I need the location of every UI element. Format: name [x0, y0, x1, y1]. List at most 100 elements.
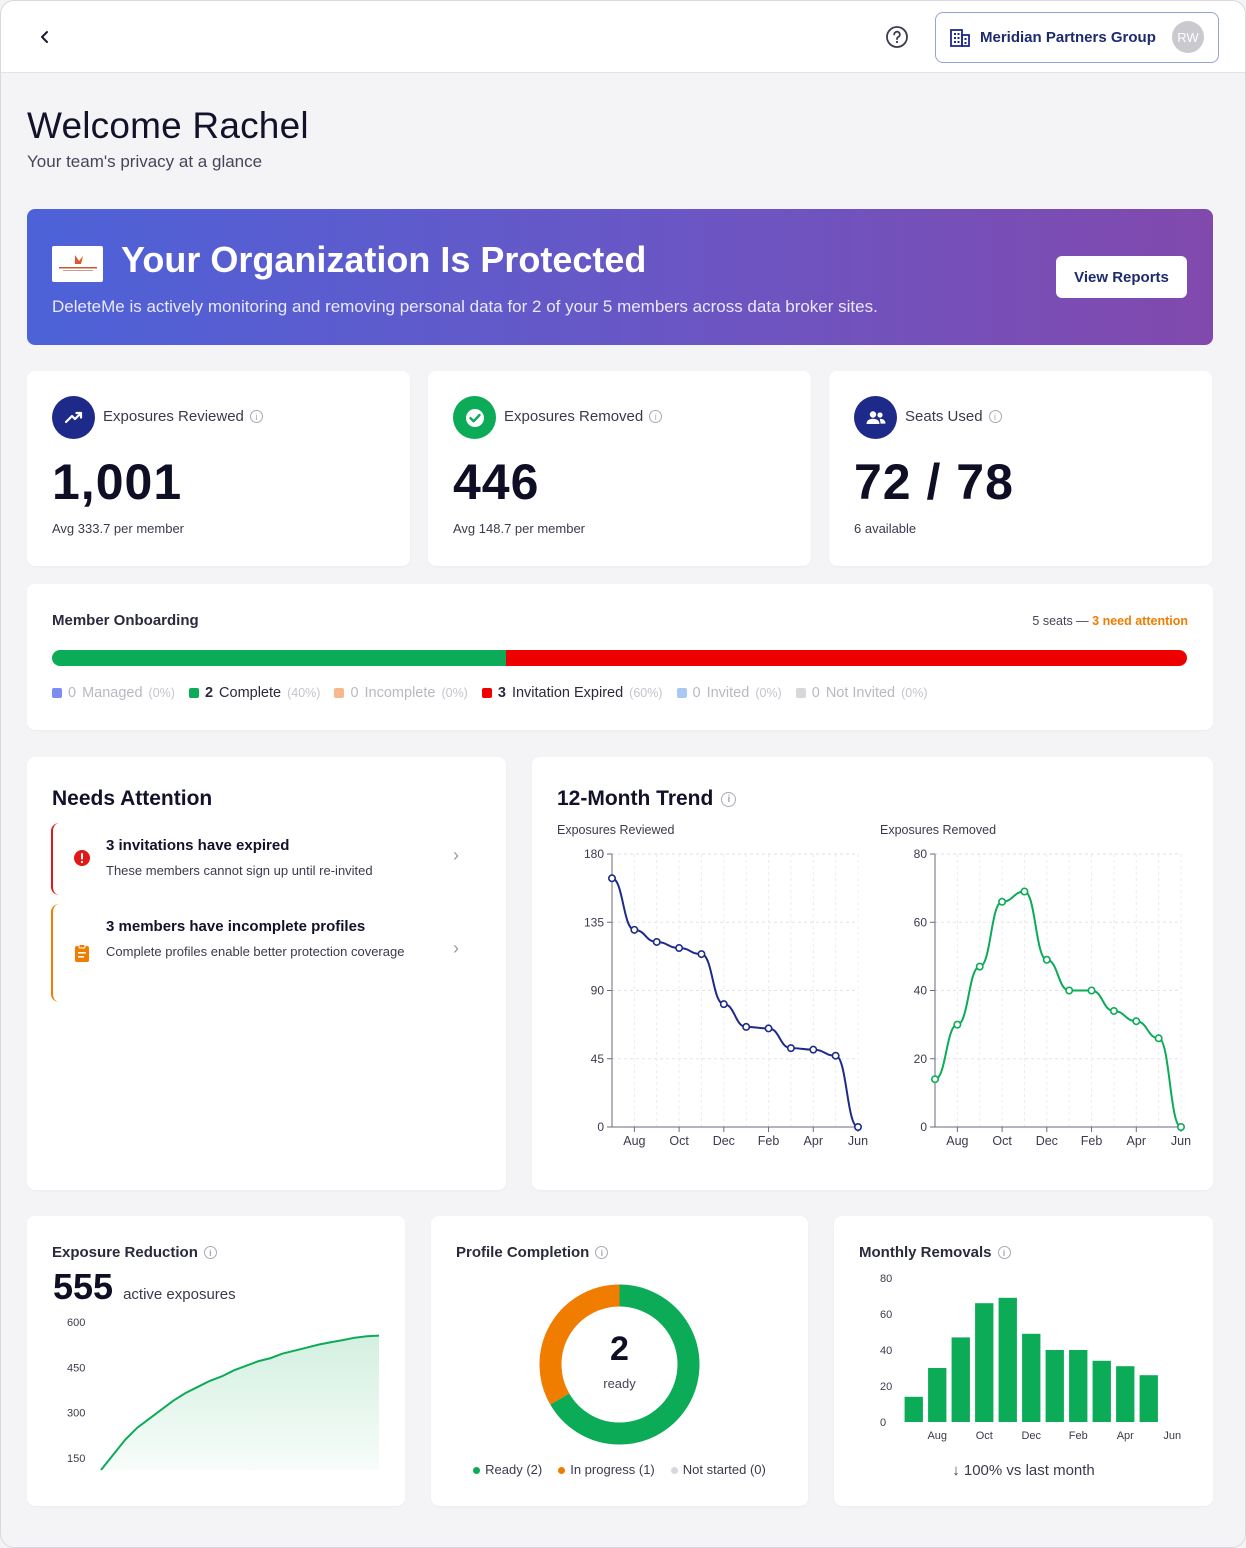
- y-tick-label: 0: [597, 1120, 604, 1134]
- legend-item-invited: 0 Invited (0%): [676, 685, 782, 701]
- attention-item-expired-invitations[interactable]: 3 invitations have expired These members…: [51, 823, 471, 895]
- y-tick-label: 40: [880, 1345, 892, 1357]
- view-reports-button[interactable]: View Reports: [1056, 256, 1187, 298]
- y-tick-label: 0: [880, 1417, 886, 1429]
- stat-card-exposures-reviewed: Exposures Reviewed i 1,001 Avg 333.7 per …: [27, 371, 410, 566]
- help-button[interactable]: [883, 23, 911, 51]
- info-icon[interactable]: i: [988, 410, 1002, 423]
- data-point: [1109, 1006, 1118, 1015]
- monthly-removals-card: Monthly Removals i 0 20 40 60 80 Aug Oct Dec Feb A…: [834, 1216, 1213, 1506]
- legend-count: 0: [68, 685, 77, 701]
- donut-slice-ready: [550, 1284, 700, 1445]
- company-logo: [52, 246, 103, 282]
- legend-label: Complete: [219, 685, 282, 701]
- attention-item-incomplete-profiles[interactable]: 3 members have incomplete profiles Compl…: [51, 904, 471, 1002]
- monthly-removals-chart: 0 20 40 60 80 Aug Oct Dec Feb Apr Jun: [880, 1273, 1181, 1442]
- x-tick-label: Oct: [669, 1134, 689, 1148]
- legend-swatch: [795, 688, 806, 698]
- bar: [1069, 1350, 1088, 1422]
- avatar[interactable]: RW: [1172, 21, 1204, 53]
- stat-value: 72 / 78: [854, 454, 1014, 510]
- legend-count: 0: [811, 685, 820, 701]
- attention-detail: Complete profiles enable better protecti…: [106, 944, 405, 959]
- legend-swatch: [52, 688, 62, 698]
- exposure-reduction-title: Exposure Reduction i: [52, 1244, 217, 1261]
- data-point: [719, 1000, 728, 1009]
- exposures-reviewed-chart: 0 45 90 135 180 Aug Oct Dec Feb Apr Jun: [584, 847, 868, 1148]
- bar: [1045, 1350, 1064, 1422]
- x-tick-label: Aug: [623, 1134, 645, 1148]
- legend-label: Invitation Expired: [511, 685, 624, 701]
- needs-attention-title: Needs Attention: [52, 787, 213, 810]
- onboarding-seats: 5 seats — 3 need attention: [1032, 614, 1188, 628]
- x-tick-label: Apr: [804, 1134, 823, 1148]
- area-line: [100, 1334, 380, 1471]
- donut-center-value: 2: [610, 1330, 629, 1368]
- bar: [1092, 1360, 1111, 1422]
- x-tick-label: Feb: [1081, 1134, 1103, 1148]
- onboarding-title: Member Onboarding: [52, 612, 199, 629]
- exposure-reduction-card: Exposure Reduction i 555 active exposures…: [27, 1216, 405, 1506]
- x-tick-label: Oct: [976, 1430, 993, 1442]
- back-button[interactable]: [31, 23, 59, 51]
- stat-label: Seats Used i: [905, 408, 1002, 425]
- donut-slice-in-progress: [539, 1284, 620, 1405]
- banner-description: DeleteMe is actively monitoring and remo…: [52, 297, 878, 316]
- page-title: Welcome Rachel: [27, 105, 309, 146]
- protection-banner: Your Organization Is Protected DeleteMe …: [27, 209, 1213, 345]
- legend-label: Incomplete: [364, 685, 436, 701]
- onboarding-segment-complete: [52, 650, 506, 666]
- trend-title: 12-Month Trend i: [557, 787, 737, 811]
- legend-swatch: [188, 688, 199, 698]
- legend-count: 2: [204, 685, 214, 701]
- stat-subtext: 6 available: [854, 521, 917, 536]
- stat-label: Exposures Removed i: [504, 408, 663, 425]
- legend-count: 0: [692, 685, 701, 701]
- legend-swatch: [481, 688, 492, 698]
- bar: [975, 1303, 994, 1422]
- legend-label: In progress (1): [570, 1462, 655, 1477]
- data-point: [764, 1024, 773, 1033]
- legend-label: Invited: [706, 685, 750, 701]
- stat-card-exposures-removed: Exposures Removed i 446 Avg 148.7 per mem…: [428, 371, 811, 566]
- legend-percent: (0%): [901, 686, 928, 700]
- trend-card: 12-Month Trend i Exposures Reviewed Expos…: [532, 757, 1213, 1190]
- organization-switcher[interactable]: Meridian Partners Group RW: [935, 12, 1219, 63]
- legend-percent: (0%): [148, 686, 175, 700]
- info-icon[interactable]: i: [203, 1246, 217, 1259]
- attention-detail: These members cannot sign up until re-in…: [106, 863, 373, 878]
- x-tick-label: Aug: [946, 1134, 968, 1148]
- bar: [904, 1396, 923, 1422]
- legend-label: Not started (0): [682, 1462, 766, 1477]
- data-point: [809, 1045, 818, 1054]
- donut-center-label: ready: [603, 1376, 636, 1391]
- check-circle-icon: [453, 396, 496, 439]
- active-exposures-value: 555: [53, 1266, 114, 1307]
- info-icon[interactable]: i: [595, 1246, 609, 1259]
- legend-item: In progress (1): [558, 1462, 655, 1477]
- clipboard-icon: [73, 944, 91, 962]
- series-line: [934, 890, 1182, 1128]
- info-icon[interactable]: i: [649, 410, 663, 423]
- data-point: [742, 1022, 751, 1031]
- legend-count: 3: [497, 685, 506, 701]
- legend-item-invitation-expired: 3 Invitation Expired (60%): [481, 685, 663, 701]
- legend-item-incomplete: 0 Incomplete (0%): [334, 685, 468, 701]
- attention-count: 3 need attention: [1092, 614, 1188, 628]
- legend-dot: [670, 1467, 678, 1475]
- x-tick-label: Oct: [992, 1134, 1012, 1148]
- info-icon[interactable]: i: [997, 1246, 1011, 1259]
- x-tick-label: Apr: [1117, 1430, 1134, 1442]
- onboarding-segment-invitation-expired: [506, 650, 1187, 666]
- x-tick-label: Feb: [1069, 1430, 1088, 1442]
- stat-subtext: Avg 333.7 per member: [52, 521, 184, 536]
- info-icon[interactable]: i: [721, 791, 737, 807]
- data-point: [1020, 887, 1029, 896]
- y-tick-label: 45: [591, 1052, 605, 1066]
- legend-percent: (0%): [441, 686, 468, 700]
- info-icon[interactable]: i: [249, 410, 263, 423]
- active-exposures: 555 active exposures: [53, 1266, 236, 1308]
- chart-title-reviewed: Exposures Reviewed: [557, 823, 675, 837]
- x-tick-label: Aug: [927, 1430, 947, 1442]
